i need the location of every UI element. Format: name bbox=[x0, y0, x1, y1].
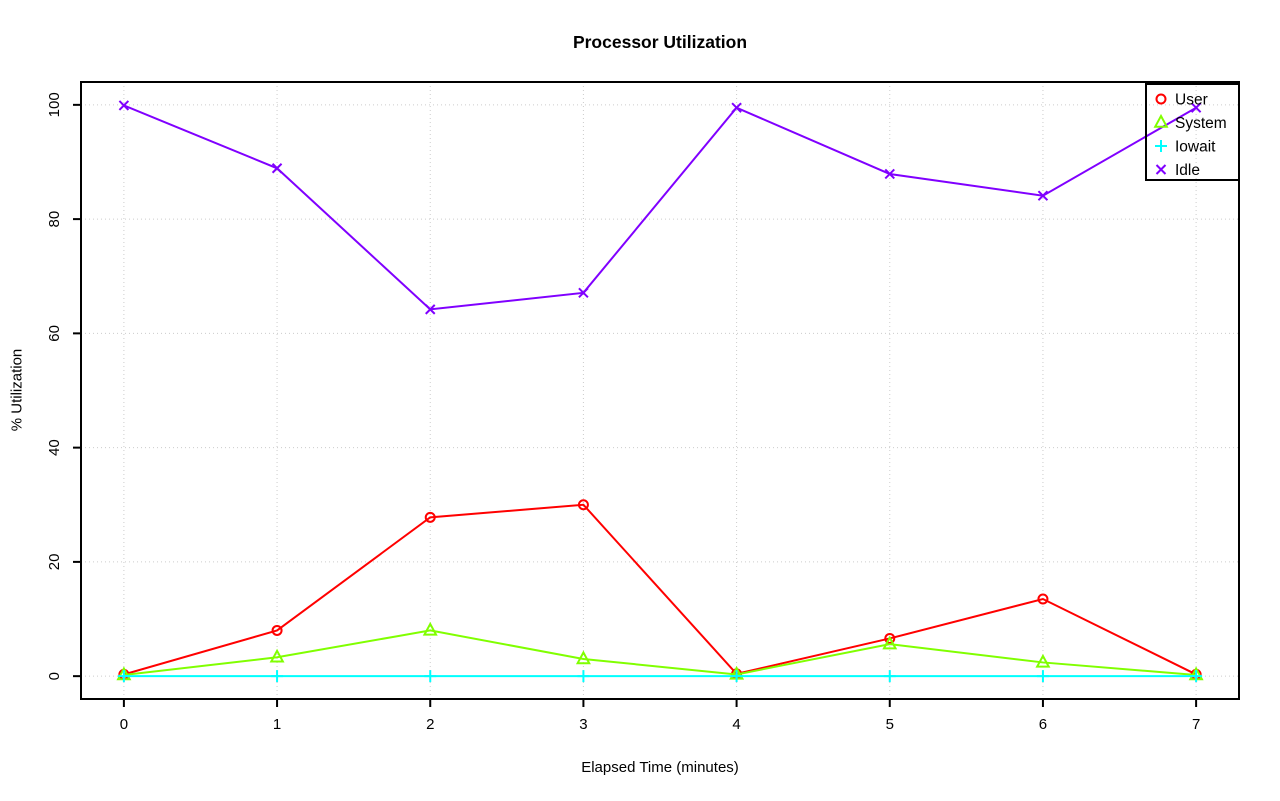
y-tick-label: 20 bbox=[46, 554, 63, 571]
x-tick-label: 7 bbox=[1192, 716, 1200, 733]
data-point-system bbox=[422, 621, 438, 636]
data-point-idle bbox=[731, 102, 742, 113]
data-point-system bbox=[882, 635, 898, 650]
y-tick-label: 40 bbox=[46, 439, 63, 456]
legend-marker-user-icon bbox=[1155, 93, 1167, 105]
y-tick-label: 60 bbox=[46, 325, 63, 342]
data-point-system bbox=[575, 650, 591, 665]
legend-box bbox=[1145, 83, 1240, 181]
y-tick-label: 80 bbox=[46, 211, 63, 228]
legend-label-iowait: Iowait bbox=[1175, 139, 1216, 156]
x-tick-label: 4 bbox=[732, 716, 740, 733]
legend-marker-system-icon bbox=[1153, 113, 1169, 128]
data-point-iowait bbox=[1036, 670, 1049, 683]
data-point-idle bbox=[578, 287, 589, 299]
data-point-idle bbox=[884, 168, 895, 180]
data-point-user bbox=[1037, 593, 1049, 605]
data-point-user bbox=[424, 511, 436, 523]
data-point-iowait bbox=[730, 670, 743, 683]
x-tick-label: 6 bbox=[1039, 716, 1047, 733]
legend-label-system: System bbox=[1175, 115, 1227, 132]
data-point-iowait bbox=[117, 670, 130, 683]
data-point-idle bbox=[425, 304, 436, 315]
series-line-idle bbox=[123, 104, 1197, 311]
data-point-system bbox=[1035, 653, 1051, 668]
data-point-user bbox=[884, 632, 896, 644]
y-tick-label: 100 bbox=[46, 92, 63, 117]
data-point-iowait bbox=[883, 670, 896, 683]
x-tick-label: 5 bbox=[886, 716, 894, 733]
data-point-iowait bbox=[424, 670, 437, 683]
page-title: Processor Utilization bbox=[572, 32, 748, 52]
series-line-system bbox=[123, 629, 1197, 677]
x-tick-label: 0 bbox=[120, 716, 128, 733]
data-point-user bbox=[577, 499, 589, 511]
x-tick-label: 3 bbox=[579, 716, 587, 733]
data-point-iowait bbox=[577, 670, 590, 683]
series-line-user bbox=[123, 503, 1197, 676]
legend-marker-iowait-icon bbox=[1155, 140, 1167, 152]
data-point-idle bbox=[1037, 190, 1049, 201]
x-tick-label: 2 bbox=[426, 716, 434, 733]
data-point-iowait bbox=[1190, 670, 1203, 683]
data-point-idle bbox=[118, 100, 130, 111]
legend-label-user: User bbox=[1175, 92, 1208, 109]
legend-marker-idle-icon bbox=[1155, 164, 1167, 175]
data-point-idle bbox=[271, 163, 283, 174]
legend-label-idle: Idle bbox=[1175, 162, 1200, 179]
data-point-iowait bbox=[271, 670, 284, 683]
x-tick-label: 1 bbox=[273, 716, 281, 733]
data-point-user bbox=[271, 624, 283, 636]
y-tick-label: 0 bbox=[46, 672, 63, 680]
y-axis-label: % Utilization bbox=[8, 348, 26, 432]
plot-border bbox=[80, 81, 1240, 700]
x-axis-label: Elapsed Time (minutes) bbox=[581, 759, 739, 776]
data-point-system bbox=[269, 648, 285, 663]
data-point-idle bbox=[1190, 102, 1202, 113]
